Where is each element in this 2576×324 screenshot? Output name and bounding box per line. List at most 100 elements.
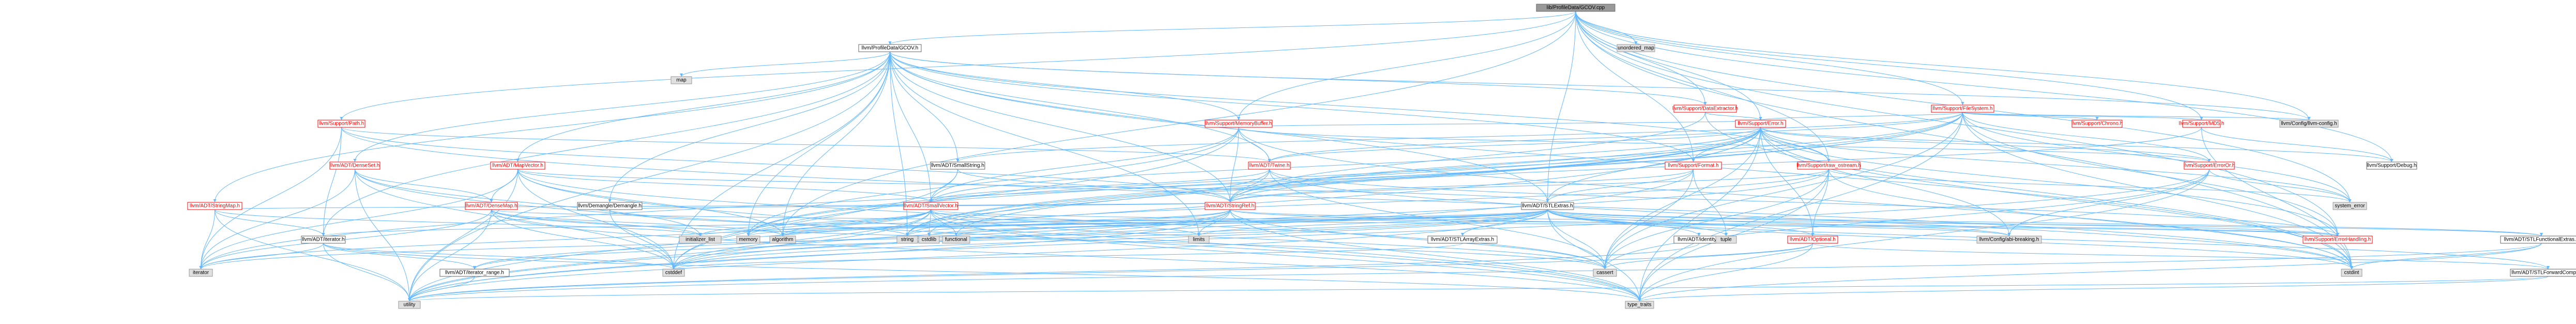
edge-membuf-to-errorh <box>1238 127 2209 163</box>
node-chrono[interactable]: llvm/Support/Chrono.h <box>2071 120 2123 128</box>
node-typetraits[interactable]: type_traits <box>1625 301 1654 309</box>
edge-smallstring-to-cstddef <box>673 169 958 270</box>
edge-root-to-unordered_map <box>1575 11 1636 45</box>
node-llvmconfig[interactable]: llvm/Config/llvm-config.h <box>2279 120 2339 128</box>
node-md5[interactable]: llvm/Support/MD5.h <box>2179 120 2224 128</box>
edge-arrowhead-stringref-to-string <box>906 233 909 236</box>
edge-stringref-to-iterrange <box>474 209 1230 270</box>
node-dataext[interactable]: llvm/Support/DataExtractor.h <box>1672 105 1738 113</box>
node-smallvector[interactable]: llvm/ADT/SmallVector.h <box>903 202 958 210</box>
node-densemap[interactable]: llvm/ADT/DenseSet.h <box>329 161 380 170</box>
edge-gcovh-to-utility <box>409 51 890 302</box>
node-stringmap[interactable]: llvm/ADT/StringMap.h <box>187 202 242 210</box>
edge-smallvector-to-initlist <box>700 209 931 237</box>
edge-twine-to-string <box>907 169 1270 237</box>
node-optional[interactable]: llvm/ADT/Optional.h <box>1787 235 1838 244</box>
node-iterator[interactable]: llvm/ADT/iterator.h <box>301 235 346 244</box>
edge-stlextras-to-errhandling <box>1547 209 2338 237</box>
node-systemerror[interactable]: system_error <box>2333 202 2367 210</box>
edge-mapvector-to-cassert <box>517 169 1605 270</box>
edge-error-to-stringref <box>1230 127 1761 203</box>
edge-format-to-tuple <box>1693 169 1727 237</box>
graph-nodes: lib/ProfileData/GCOV.cpp llvm/ProfileData… <box>187 4 2576 309</box>
node-tuple[interactable]: tuple <box>1715 235 1737 244</box>
node-format[interactable]: llvm/Support/Format.h <box>1665 161 1722 170</box>
node-box-dataext <box>1673 105 1737 113</box>
node-box-demangle <box>577 202 643 210</box>
node-stlarrayext[interactable]: llvm/ADT/STLArrayExtras.h <box>1427 235 1498 244</box>
node-errhandling[interactable]: llvm/Support/ErrorHandling.h <box>2303 235 2373 244</box>
node-label-root: lib/ProfileData/GCOV.cpp <box>1547 5 1605 11</box>
node-unordered_map[interactable]: unordered_map <box>1617 44 1655 52</box>
node-algorithm[interactable]: algorithm <box>769 235 796 244</box>
edge-filesystem-to-error <box>1760 112 1963 121</box>
edge-densemap-to-utility <box>355 169 410 302</box>
node-box-twine <box>1248 161 1291 170</box>
node-box-cstddef <box>662 269 685 277</box>
edge-arrowhead-error-to-format <box>1691 159 1695 162</box>
node-box-errhandling <box>2303 235 2373 244</box>
node-label-chrono: llvm/Support/Chrono.h <box>2071 121 2123 127</box>
node-debug[interactable]: llvm/Support/Debug.h <box>2366 161 2417 170</box>
node-limits[interactable]: limits <box>1188 235 1210 244</box>
node-label-functional: functional <box>945 237 967 243</box>
node-demangle[interactable]: llvm/Demangle/Demangle.h <box>577 202 643 210</box>
node-cstdlib[interactable]: cstdlib <box>918 235 940 244</box>
node-twine[interactable]: llvm/ADT/Twine.h <box>1248 161 1291 170</box>
node-box-error <box>1735 120 1786 128</box>
node-map[interactable]: map <box>670 76 692 84</box>
node-filesystem[interactable]: llvm/Support/FileSystem.h <box>1931 105 1994 113</box>
edge-iterator-to-iteratorstd <box>201 243 324 270</box>
node-memory[interactable]: memory <box>736 235 760 244</box>
edge-mapvector-to-cstddef <box>517 169 674 270</box>
edge-arrowhead-mapvector-to-densemaph <box>490 199 493 202</box>
node-cassert[interactable]: cassert <box>1593 269 1617 277</box>
node-stlfuncext[interactable]: llvm/ADT/STLFunctionalExtras.h <box>2500 235 2576 244</box>
edge-twine-to-errhandling <box>1269 169 2338 237</box>
node-functional[interactable]: functional <box>942 235 970 244</box>
edge-demangle-to-cstddef <box>609 209 674 270</box>
node-utility[interactable]: utility <box>398 301 421 309</box>
node-cstdint[interactable]: cstdint <box>2341 269 2362 277</box>
node-error[interactable]: llvm/Support/Error.h <box>1735 120 1786 128</box>
edge-root-to-algorithm <box>782 11 1576 237</box>
edge-path-to-iterator <box>323 127 342 237</box>
node-initlist[interactable]: initializer_list <box>679 235 722 244</box>
node-mapvector[interactable]: llvm/ADT/MapVector.h <box>490 161 545 170</box>
edge-root-to-errhandling <box>1575 11 2338 237</box>
edge-root-to-gcovh <box>890 11 1576 45</box>
node-cstddef[interactable]: cstddef <box>662 269 685 277</box>
edge-arrowhead-gcovh-to-dataext <box>1703 102 1707 105</box>
edge-arrowhead-stlextras-to-stlarrayext <box>1461 233 1464 236</box>
edge-arrowhead-filesystem-to-chrono <box>2095 117 2099 120</box>
edge-iterator-to-typetraits <box>323 243 1640 302</box>
node-path[interactable]: llvm/Support/Path.h <box>317 120 365 128</box>
node-stringref[interactable]: llvm/ADT/StringRef.h <box>1205 202 1256 210</box>
node-box-stlextras <box>1521 202 1574 210</box>
node-root[interactable]: lib/ProfileData/GCOV.cpp <box>1536 4 1615 12</box>
node-rawostream[interactable]: llvm/Support/raw_ostream.h <box>1796 161 1861 170</box>
node-box-iterrange <box>439 269 510 277</box>
node-abibreak[interactable]: llvm/Config/abi-breaking.h <box>1976 235 2042 244</box>
node-membuf[interactable]: llvm/Support/MemoryBuffer.h <box>1205 120 1273 128</box>
edge-root-to-stlextras <box>1547 11 1576 203</box>
node-iteratorstd[interactable]: iterator <box>189 269 213 277</box>
node-densemaph[interactable]: llvm/ADT/DenseMap.h <box>465 202 518 210</box>
node-label-format: llvm/Support/Format.h <box>1668 163 1718 169</box>
edge-arrowhead-gcovh-to-map <box>680 73 683 77</box>
node-stlextras[interactable]: llvm/ADT/STLExtras.h <box>1521 202 1574 210</box>
node-string[interactable]: string <box>896 235 918 244</box>
node-smallstring[interactable]: llvm/ADT/SmallString.h <box>930 161 985 170</box>
node-stlfwdcompat[interactable]: llvm/ADT/STLForwardCompat.h <box>2510 269 2576 277</box>
node-errorh[interactable]: llvm/Support/ErrorOr.h <box>2184 161 2235 170</box>
node-gcovh[interactable]: llvm/ProfileData/GCOV.h <box>858 44 922 52</box>
node-label-stringref: llvm/ADT/StringRef.h <box>1206 203 1254 209</box>
edge-arrowhead-stlfuncext-to-cstdint <box>2350 266 2353 269</box>
edge-rawostream-to-string <box>907 169 1829 237</box>
edge-arrowhead-errorh-to-systemerror <box>2348 199 2352 202</box>
edge-format-to-stlextras <box>1547 169 1694 203</box>
node-iterrange[interactable]: llvm/ADT/iterator_range.h <box>439 269 510 277</box>
node-box-cassert <box>1593 269 1617 277</box>
edge-stringref-to-typetraits <box>1230 209 1640 302</box>
edge-smallstring-to-stringref <box>957 169 1230 203</box>
